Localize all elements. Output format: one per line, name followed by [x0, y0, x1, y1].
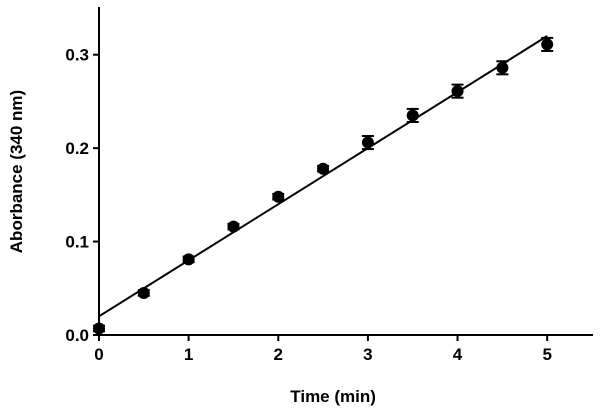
x-tick-label: 2 — [274, 345, 283, 364]
y-axis-title: Aborbance (340 nm) — [7, 90, 26, 253]
axes — [98, 7, 593, 336]
data-point — [317, 162, 330, 175]
data-point — [137, 286, 150, 299]
x-axis-title: Time (min) — [290, 387, 376, 406]
data-point — [541, 38, 554, 51]
data-point — [93, 322, 105, 335]
data-point — [272, 190, 285, 203]
data-point — [227, 220, 240, 233]
fit-line-group — [98, 35, 548, 318]
x-tick-label: 1 — [184, 345, 193, 364]
data-point — [406, 109, 419, 122]
x-tick-label: 4 — [453, 345, 463, 364]
ticks: 0 1 2 3 4 5 0.0 0.1 0.2 0.3 — [65, 46, 552, 364]
data-point — [361, 136, 374, 149]
x-tick-label: 0 — [94, 345, 103, 364]
y-tick-label: 0.0 — [65, 326, 89, 345]
data-point — [496, 61, 509, 74]
fit-line — [98, 35, 548, 318]
y-tick-label: 0.2 — [65, 139, 89, 158]
y-tick-label: 0.3 — [65, 46, 89, 65]
x-tick-label: 5 — [542, 345, 551, 364]
y-tick-label: 0.1 — [65, 233, 89, 252]
x-tick-label: 3 — [363, 345, 372, 364]
data-points — [93, 36, 554, 335]
data-point — [451, 85, 464, 98]
data-point — [182, 253, 195, 266]
